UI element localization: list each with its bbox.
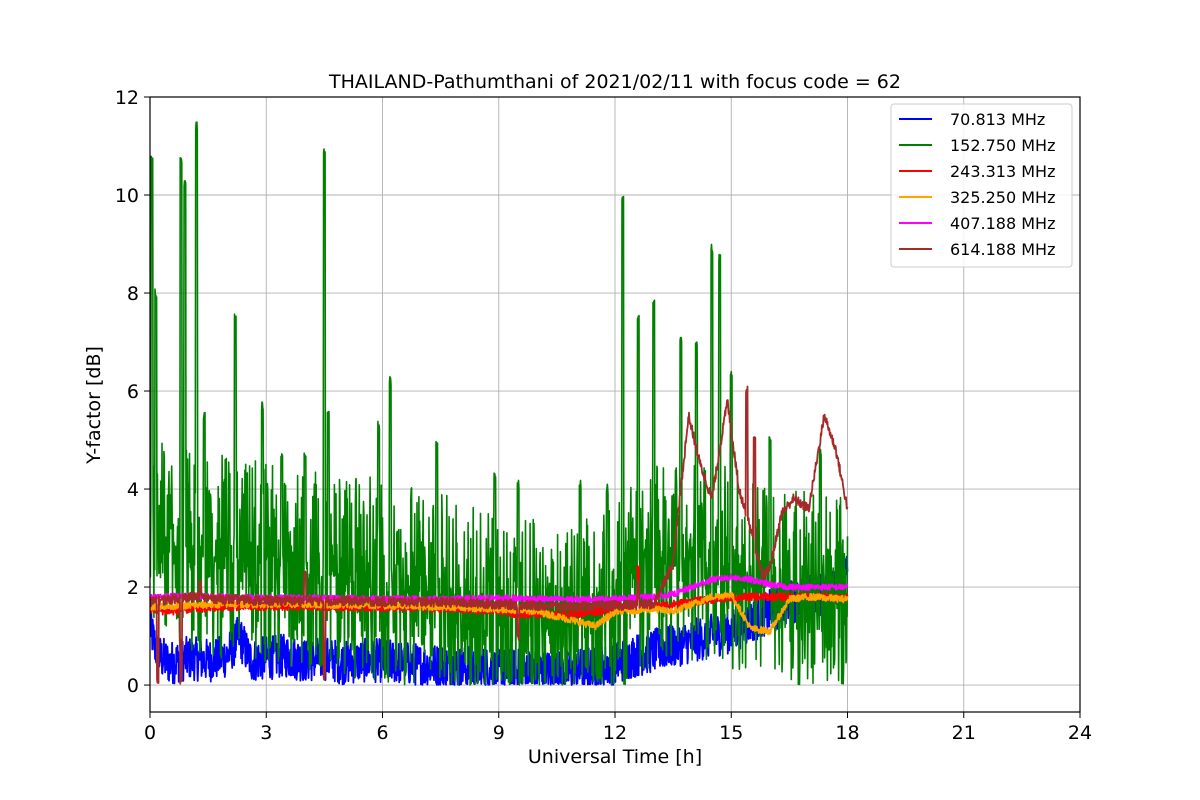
legend: 70.813 MHz 152.750 MHz 243.313 MHz 325.250 …: [890, 103, 1073, 268]
y-tick-label: 6: [127, 381, 139, 403]
x-tick-label: 3: [260, 722, 272, 744]
y-axis-label: Y-factor [dB]: [83, 346, 105, 465]
x-tick-label: 6: [376, 722, 388, 744]
x-axis-ticks: 0 3 6 9 12 15 18 21 24: [144, 712, 1092, 744]
y-tick-label: 4: [127, 479, 139, 501]
x-axis-label: Universal Time [h]: [528, 746, 702, 768]
y-tick-label: 12: [115, 87, 139, 109]
legend-label: 407.188 MHz: [950, 214, 1055, 233]
legend-label: 614.188 MHz: [950, 240, 1055, 259]
series-line-5: [150, 385, 849, 685]
legend-label: 70.813 MHz: [950, 110, 1045, 129]
x-tick-label: 0: [144, 722, 156, 744]
legend-box: [890, 103, 1073, 268]
chart-title: THAILAND-Pathumthani of 2021/02/11 with …: [328, 71, 901, 93]
y-tick-label: 10: [115, 185, 139, 207]
legend-label: 325.250 MHz: [950, 188, 1055, 207]
x-tick-label: 24: [1068, 722, 1092, 744]
legend-label: 243.313 MHz: [950, 162, 1055, 181]
y-tick-label: 2: [127, 577, 139, 599]
y-tick-label: 0: [127, 675, 139, 697]
series-layer: [150, 121, 849, 686]
x-tick-label: 18: [835, 722, 859, 744]
x-tick-label: 15: [719, 722, 743, 744]
y-axis-ticks: 0 2 4 6 8 10 12: [115, 87, 150, 697]
legend-label: 152.750 MHz: [950, 136, 1055, 155]
y-tick-label: 8: [127, 283, 139, 305]
x-tick-label: 9: [493, 722, 505, 744]
x-tick-label: 12: [603, 722, 627, 744]
x-tick-label: 21: [952, 722, 976, 744]
